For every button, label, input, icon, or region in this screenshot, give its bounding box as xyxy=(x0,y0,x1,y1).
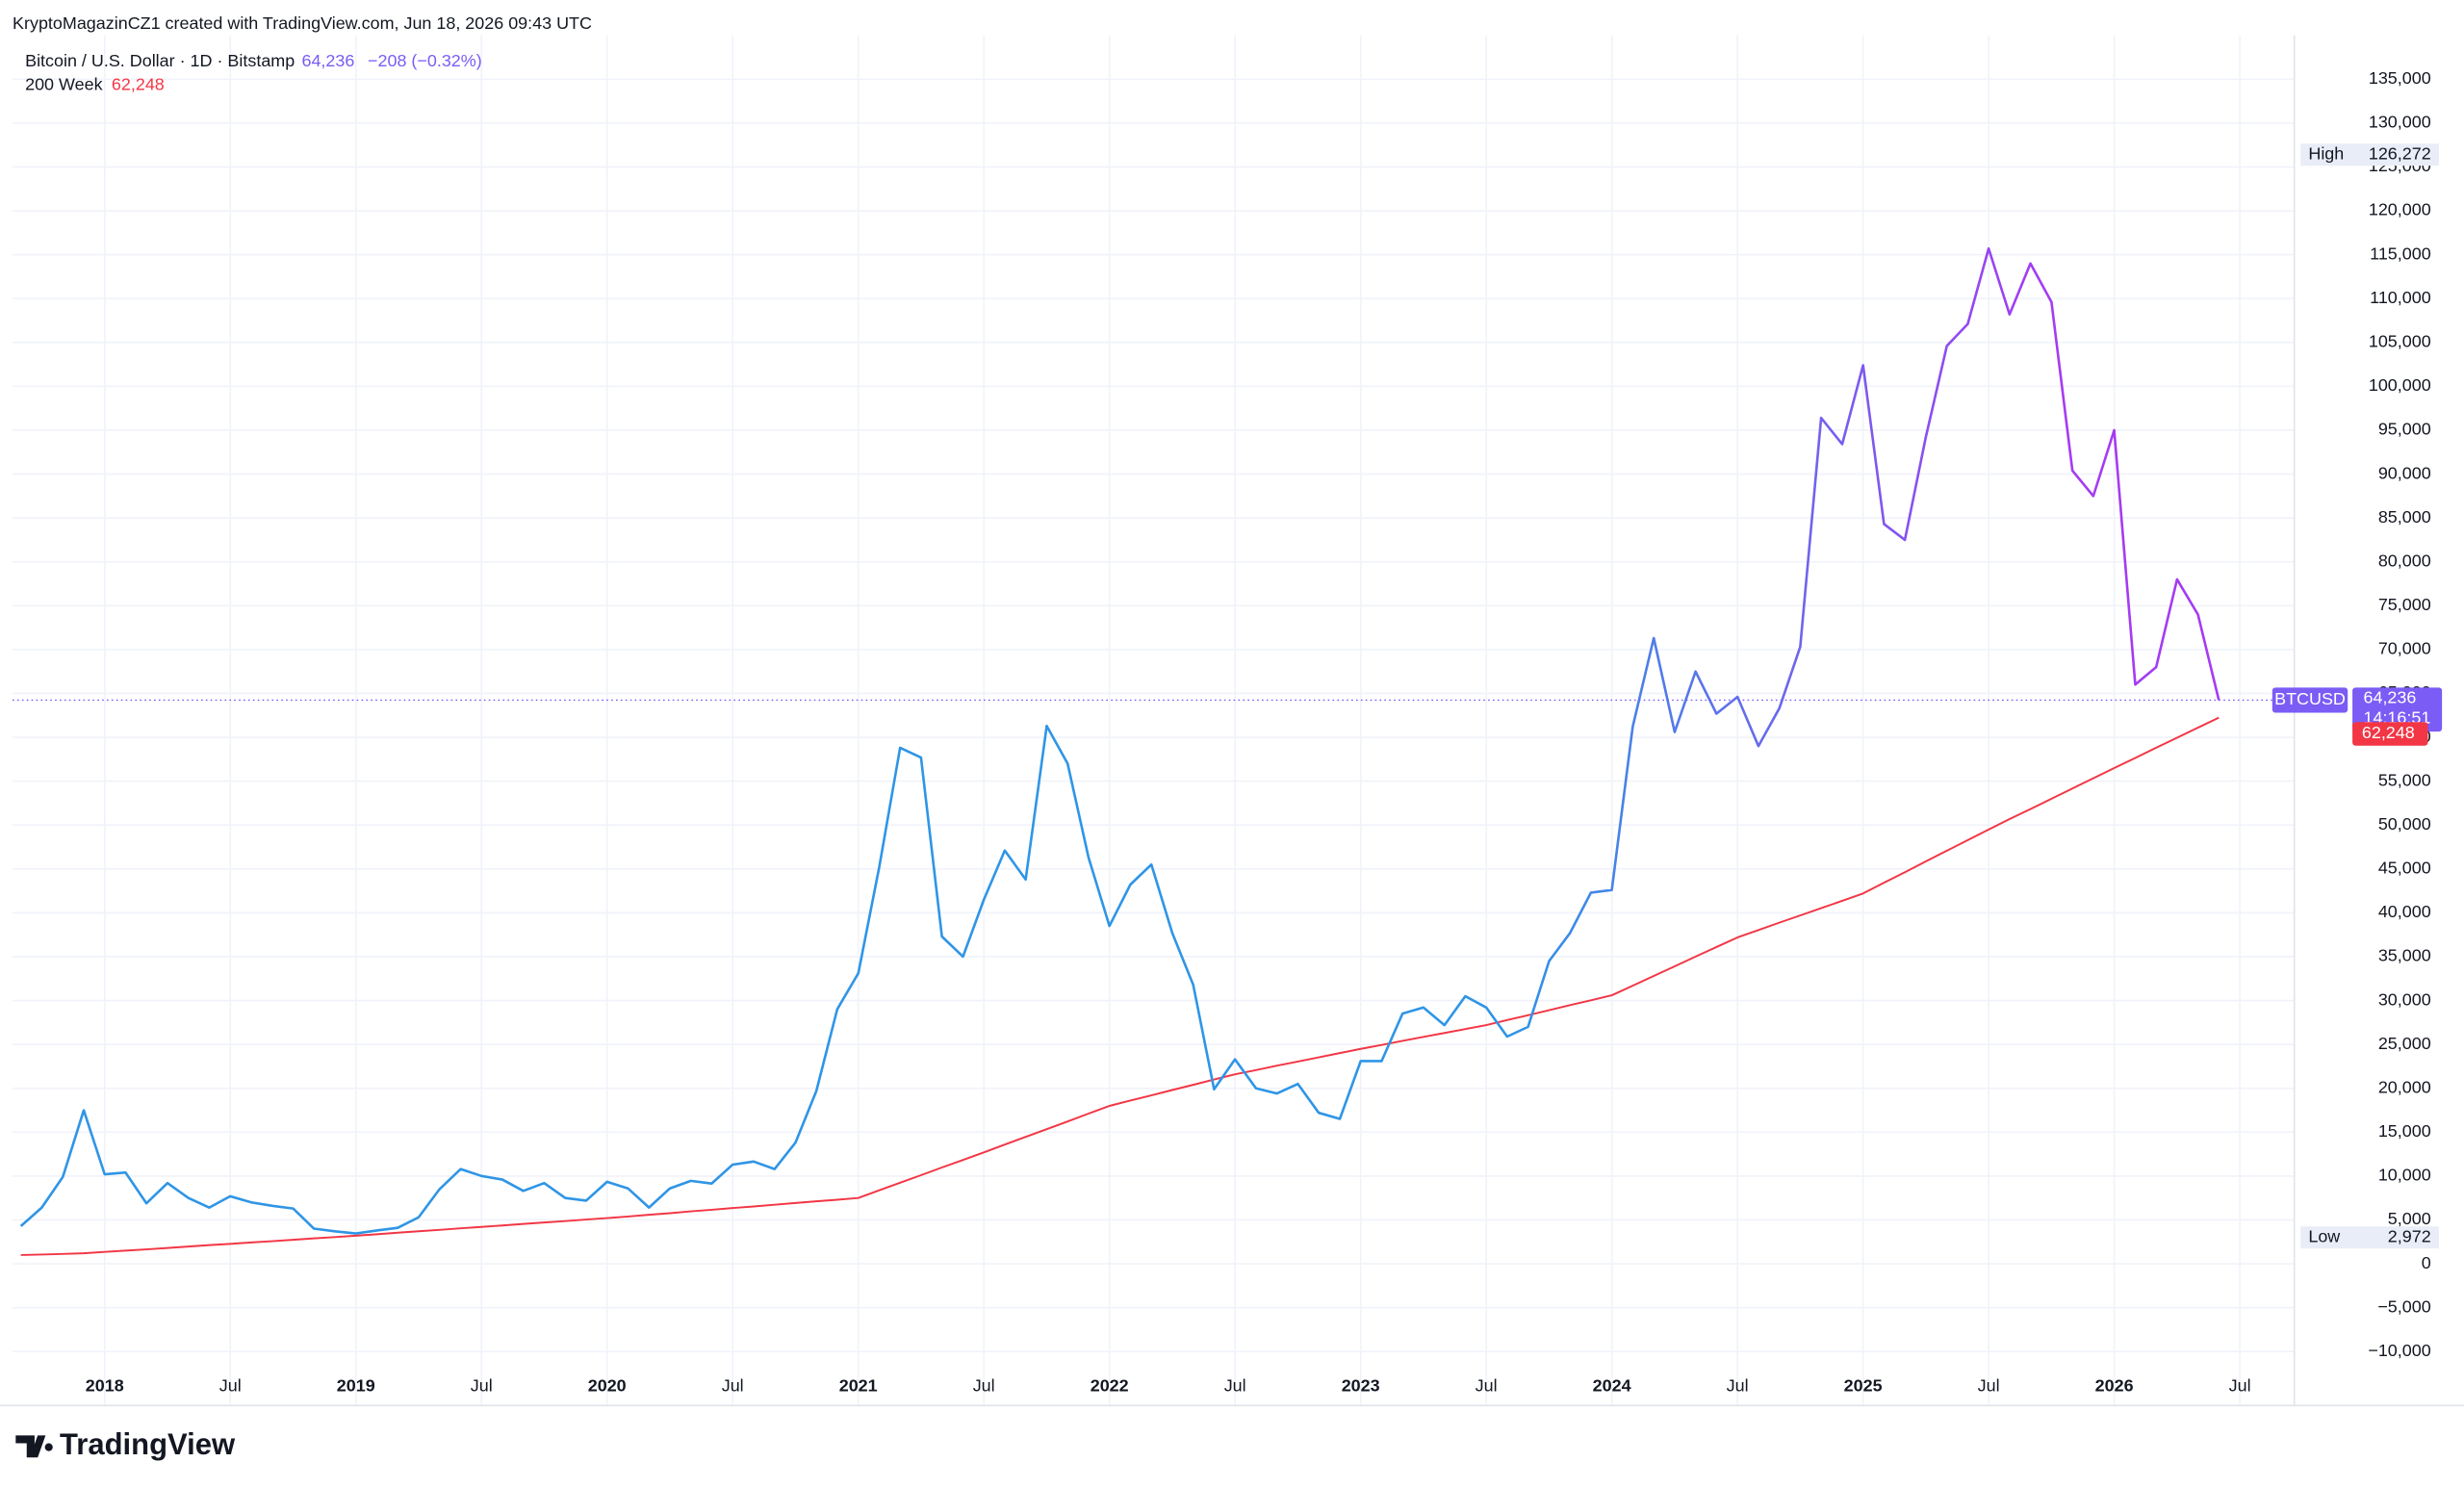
y-tick-label: 130,000 xyxy=(2369,113,2431,132)
annotation-label: High xyxy=(2308,143,2344,163)
y-tick-label: 75,000 xyxy=(2378,595,2431,614)
price-tag-symbol-text: BTCUSD xyxy=(2274,689,2346,708)
x-tick-label: Jul xyxy=(219,1375,242,1395)
legend-change: −208 (−0.32%) xyxy=(368,51,482,70)
x-tick-label: 2026 xyxy=(2095,1375,2134,1395)
x-tick-label: 2025 xyxy=(1844,1375,1883,1395)
y-tick-label: 120,000 xyxy=(2369,200,2431,219)
legend-ma: 200 Week xyxy=(25,75,102,94)
x-tick-label: 2018 xyxy=(86,1375,124,1395)
y-tick-label: 55,000 xyxy=(2378,770,2431,789)
series-line xyxy=(20,716,2220,1256)
grid xyxy=(13,35,2295,1406)
price-tag-value: 64,236 xyxy=(2364,688,2417,707)
series-line xyxy=(19,246,2220,1235)
y-tick-label: −5,000 xyxy=(2377,1296,2430,1316)
y-tick-label: 30,000 xyxy=(2378,989,2431,1009)
x-tick-label: Jul xyxy=(1727,1375,1749,1395)
x-tick-label: Jul xyxy=(1476,1375,1498,1395)
x-tick-label: 2019 xyxy=(337,1375,375,1395)
x-tick-label: Jul xyxy=(2229,1375,2251,1395)
annotation-value: 2,972 xyxy=(2388,1226,2431,1245)
ma-tag xyxy=(2352,722,2428,746)
header: KryptoMagazinCZ1 created with TradingVie… xyxy=(13,13,592,33)
y-tick-label: 45,000 xyxy=(2378,859,2431,878)
y-tick-label: 100,000 xyxy=(2369,375,2431,395)
overlay: −10,000 −5,000 0 5,000 10,000 15,000 20,000 25,… xyxy=(86,68,2443,1395)
y-tick-label: 10,000 xyxy=(2378,1166,2431,1185)
y-tick-label: 70,000 xyxy=(2378,639,2431,658)
y-tick-label: 25,000 xyxy=(2378,1034,2431,1053)
y-tick-label: 115,000 xyxy=(2370,244,2431,263)
annotation-value: 126,272 xyxy=(2369,143,2431,163)
legend-symbol: Bitcoin / U.S. Dollar · 1D · Bitstamp xyxy=(25,51,295,70)
x-tick-label: 2021 xyxy=(839,1375,878,1395)
x-tick-label: 2020 xyxy=(588,1375,627,1395)
logo: TradingView xyxy=(15,1427,236,1461)
annotation-box xyxy=(2300,1226,2439,1249)
logo-icon xyxy=(15,1435,53,1458)
y-tick-label: 5,000 xyxy=(2388,1209,2431,1228)
y-tick-label: 0 xyxy=(2422,1253,2431,1272)
price-tag-symbol xyxy=(2272,687,2348,713)
y-tick-label: 95,000 xyxy=(2378,420,2431,439)
y-tick-label: 50,000 xyxy=(2378,814,2431,834)
plot xyxy=(13,246,2295,1256)
y-tick-label: 40,000 xyxy=(2378,902,2431,921)
ma-tag-value: 62,248 xyxy=(2362,723,2415,742)
annotation-label: Low xyxy=(2308,1226,2340,1245)
logo-text: TradingView xyxy=(60,1427,236,1461)
y-tick-label: 35,000 xyxy=(2378,946,2431,965)
x-tick-label: 2022 xyxy=(1091,1375,1129,1395)
y-tick-label: 20,000 xyxy=(2378,1077,2431,1096)
y-tick-label: 110,000 xyxy=(2370,288,2431,307)
y-tick-label: 90,000 xyxy=(2378,463,2431,482)
legend-price: 64,236 xyxy=(301,51,354,70)
x-tick-label: Jul xyxy=(722,1375,744,1395)
y-tick-label: 80,000 xyxy=(2378,551,2431,570)
price-tag xyxy=(2352,687,2443,732)
y-tick-label: 105,000 xyxy=(2369,332,2431,351)
annotation-box xyxy=(2300,143,2439,167)
x-tick-label: Jul xyxy=(1978,1375,2000,1395)
y-tick-label: 15,000 xyxy=(2378,1121,2431,1141)
x-tick-label: Jul xyxy=(1224,1375,1246,1395)
legend-ma-value: 62,248 xyxy=(112,75,165,94)
x-tick-label: 2024 xyxy=(1593,1375,1631,1395)
y-tick-label: −10,000 xyxy=(2368,1341,2430,1360)
x-tick-label: Jul xyxy=(973,1375,995,1395)
x-tick-label: 2023 xyxy=(1342,1375,1380,1395)
y-tick-label: 135,000 xyxy=(2369,68,2431,88)
y-tick-label: 85,000 xyxy=(2378,507,2431,526)
x-tick-label: Jul xyxy=(471,1375,493,1395)
